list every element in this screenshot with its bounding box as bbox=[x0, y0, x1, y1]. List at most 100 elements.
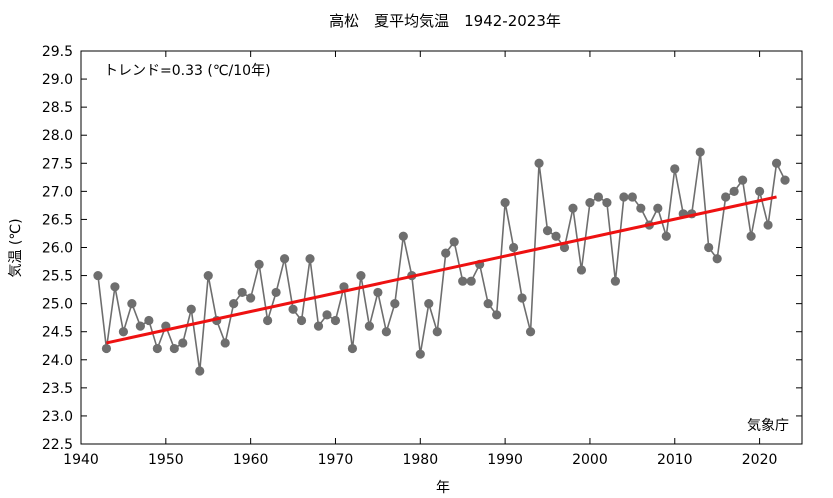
data-point bbox=[483, 299, 493, 309]
data-point bbox=[110, 282, 120, 292]
data-point bbox=[220, 338, 230, 348]
data-point bbox=[152, 343, 162, 354]
y-tick-label: 28.5 bbox=[42, 100, 73, 116]
plot-frame bbox=[80, 50, 803, 445]
data-point bbox=[610, 276, 620, 286]
data-point bbox=[288, 304, 298, 314]
x-tick-label: 1970 bbox=[318, 452, 354, 468]
data-point bbox=[424, 299, 434, 309]
data-point bbox=[729, 186, 739, 196]
data-point bbox=[254, 259, 264, 269]
data-point bbox=[458, 276, 468, 286]
data-point bbox=[101, 343, 112, 354]
data-point bbox=[237, 287, 247, 298]
data-point bbox=[517, 293, 527, 303]
data-point bbox=[279, 254, 290, 264]
data-point bbox=[398, 231, 408, 241]
data-point bbox=[661, 231, 671, 241]
x-tick-label: 1950 bbox=[148, 452, 184, 468]
series-line bbox=[97, 151, 786, 372]
data-point bbox=[466, 276, 476, 286]
data-point bbox=[93, 270, 103, 281]
data-point bbox=[441, 248, 451, 258]
data-point bbox=[296, 315, 307, 326]
data-point bbox=[576, 265, 587, 275]
data-point bbox=[186, 304, 196, 314]
data-point bbox=[754, 186, 765, 196]
y-tick-label: 24.5 bbox=[42, 325, 73, 341]
data-point bbox=[390, 299, 400, 309]
y-axis-label: 気温 (℃) bbox=[8, 218, 24, 277]
data-point bbox=[771, 158, 782, 168]
data-point bbox=[534, 158, 544, 168]
data-point bbox=[602, 197, 612, 208]
data-point bbox=[593, 192, 604, 202]
data-point bbox=[542, 226, 553, 236]
x-tick-label: 2010 bbox=[657, 452, 693, 468]
data-point bbox=[432, 327, 442, 337]
data-point bbox=[195, 366, 205, 376]
y-tick-label: 27.0 bbox=[42, 184, 73, 200]
data-point bbox=[118, 327, 129, 337]
data-point bbox=[780, 175, 790, 185]
data-point bbox=[508, 242, 519, 253]
data-point bbox=[305, 254, 315, 264]
data-point bbox=[135, 321, 145, 331]
y-tick-label: 29.0 bbox=[42, 72, 73, 88]
data-point bbox=[144, 315, 154, 326]
data-point bbox=[746, 231, 756, 241]
data-point bbox=[695, 147, 705, 157]
data-point bbox=[263, 315, 273, 326]
data-point bbox=[500, 197, 510, 208]
data-point bbox=[229, 299, 239, 309]
data-point bbox=[203, 270, 213, 281]
trend-line bbox=[106, 195, 777, 345]
x-tick-label: 2020 bbox=[742, 452, 778, 468]
y-tick-label: 26.0 bbox=[42, 241, 73, 257]
y-tick-label: 24.0 bbox=[42, 353, 73, 369]
y-tick-label: 27.5 bbox=[42, 156, 73, 172]
data-point bbox=[246, 293, 256, 303]
data-point bbox=[322, 310, 332, 320]
y-tick-label: 23.5 bbox=[42, 381, 73, 397]
data-point bbox=[381, 327, 391, 337]
data-point bbox=[568, 203, 578, 213]
data-point bbox=[415, 349, 425, 359]
data-point bbox=[551, 231, 561, 241]
data-point bbox=[721, 192, 731, 202]
data-point bbox=[585, 197, 595, 208]
y-tick-label: 22.5 bbox=[42, 437, 73, 453]
x-axis-ticks: 1940 1950 1960 1970 1980 1990 2000 2010 2020 bbox=[63, 51, 777, 468]
data-point bbox=[356, 270, 366, 281]
data-point bbox=[492, 310, 502, 320]
data-point bbox=[763, 220, 773, 230]
y-axis-ticks: 22.5 23.0 23.5 24.0 24.5 25.0 25.5 26.0 26.5 27.0… bbox=[42, 44, 802, 453]
data-point bbox=[636, 203, 646, 213]
data-point bbox=[313, 321, 324, 331]
y-tick-label: 23.0 bbox=[42, 409, 73, 425]
data-point bbox=[712, 254, 722, 264]
trend-layer bbox=[106, 195, 777, 345]
data-point bbox=[738, 175, 748, 185]
data-point bbox=[127, 299, 137, 309]
data-point bbox=[619, 192, 629, 202]
data-point bbox=[271, 287, 281, 298]
source-label: 気象庁 bbox=[747, 418, 789, 434]
x-tick-label: 1940 bbox=[63, 452, 99, 468]
data-point bbox=[339, 282, 349, 292]
x-tick-label: 1980 bbox=[402, 452, 438, 468]
data-point bbox=[178, 338, 188, 348]
y-tick-label: 29.5 bbox=[42, 44, 73, 60]
x-tick-label: 2000 bbox=[572, 452, 608, 468]
data-point bbox=[364, 321, 374, 331]
y-tick-label: 26.5 bbox=[42, 212, 73, 228]
x-tick-label: 1990 bbox=[487, 452, 523, 468]
data-point bbox=[169, 343, 179, 354]
data-point bbox=[627, 192, 637, 202]
data-point bbox=[704, 242, 714, 253]
x-axis-label: 年 bbox=[436, 480, 450, 496]
data-point bbox=[330, 315, 341, 326]
y-tick-label: 25.0 bbox=[42, 297, 73, 313]
data-point bbox=[373, 287, 383, 298]
